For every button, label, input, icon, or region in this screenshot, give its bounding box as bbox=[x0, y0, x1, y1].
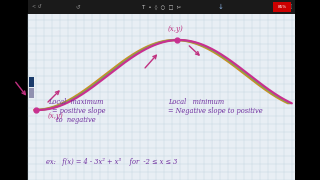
Bar bbox=[28, 0, 295, 14]
Text: Local   minimum: Local minimum bbox=[168, 98, 224, 106]
Text: = positive slope: = positive slope bbox=[52, 107, 106, 115]
Text: = Negative slope to positive: = Negative slope to positive bbox=[168, 107, 263, 115]
Bar bbox=[29, 77, 34, 87]
Text: ex:   f(x) = 4 - 3x² + x³    for  -2 ≤ x ≤ 3: ex: f(x) = 4 - 3x² + x³ for -2 ≤ x ≤ 3 bbox=[46, 158, 177, 166]
Text: Local  maximum: Local maximum bbox=[48, 98, 103, 106]
Text: ↺: ↺ bbox=[76, 4, 80, 10]
Text: 85%: 85% bbox=[277, 5, 287, 9]
Bar bbox=[273, 2, 291, 12]
Text: < ↺: < ↺ bbox=[32, 4, 42, 10]
Text: (x,y): (x,y) bbox=[48, 112, 64, 120]
Text: (x,y): (x,y) bbox=[167, 25, 183, 33]
Bar bbox=[29, 88, 34, 98]
Text: ↓: ↓ bbox=[217, 4, 223, 10]
Text: T  •  ◊  ○  □  ✂: T • ◊ ○ □ ✂ bbox=[142, 4, 181, 10]
Text: to  negative: to negative bbox=[56, 116, 96, 124]
Text: + : □: + : □ bbox=[279, 4, 292, 10]
Bar bbox=[28, 0, 295, 180]
